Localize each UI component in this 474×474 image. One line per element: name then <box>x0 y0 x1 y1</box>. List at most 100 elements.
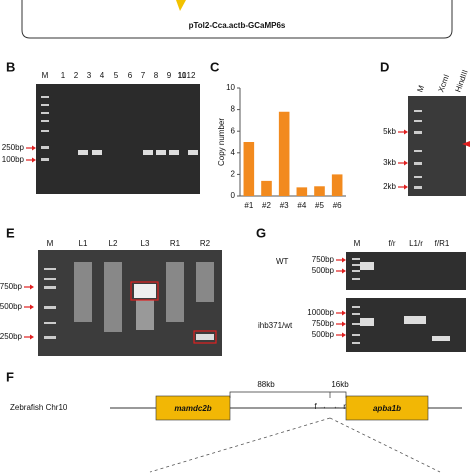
lane-label: 6 <box>128 71 133 80</box>
row-label: ihb371/wt <box>258 321 293 330</box>
lane-label: 4 <box>100 71 105 80</box>
x-tick-label: #5 <box>315 201 324 210</box>
lane-label: 11 <box>178 71 187 80</box>
marker-arrow-head <box>342 332 346 338</box>
gene-name: apba1b <box>373 404 401 413</box>
lane-label: L1 <box>79 239 88 248</box>
y-tick-label: 6 <box>231 126 236 135</box>
chromosome-label: Zebrafish Chr10 <box>10 403 68 412</box>
marker-arrow-head <box>32 145 36 151</box>
y-tick-label: 2 <box>231 170 236 179</box>
size-marker: 750bp <box>312 255 335 264</box>
panel-label: C <box>210 59 220 74</box>
panel-label: G <box>256 225 266 240</box>
x-tick-label: #1 <box>244 201 253 210</box>
size-marker: 250bp <box>2 143 25 152</box>
marker-arrow-head <box>342 268 346 274</box>
y-tick-label: 4 <box>231 148 236 157</box>
gel-image <box>38 250 222 356</box>
lane-label: 9 <box>167 71 172 80</box>
lane-label: 8 <box>154 71 159 80</box>
lane-label: 12 <box>187 71 196 80</box>
ladder <box>41 96 422 344</box>
size-marker: 5kb <box>383 127 396 136</box>
y-tick-label: 8 <box>231 105 236 114</box>
bar <box>261 180 272 196</box>
lane-label: M <box>354 239 361 248</box>
marker-arrow-head <box>404 160 408 166</box>
lane-label: L2 <box>109 239 118 248</box>
panel-label: F <box>6 369 14 384</box>
y-tick-label: 0 <box>231 191 236 200</box>
y-tick-label: 10 <box>226 83 235 92</box>
distance-label: 16kb <box>331 380 349 389</box>
highlight-box <box>130 281 159 301</box>
panel-label: B <box>6 59 15 74</box>
size-marker: 100bp <box>2 155 25 164</box>
gene-name: mamdc2b <box>174 404 211 413</box>
primer-label: ← r <box>333 402 346 411</box>
x-tick-label: #4 <box>297 201 306 210</box>
lane-label: M <box>47 239 54 248</box>
bar <box>278 111 290 196</box>
marker-arrow-head <box>342 257 346 263</box>
construct-name: pTol2-Cca.actb-GCaMP6s <box>189 21 286 30</box>
lane-label: L1/r <box>409 239 423 248</box>
size-marker: 750bp <box>0 282 23 291</box>
marker-arrow-head <box>32 157 36 163</box>
marker-arrow-head <box>30 334 34 340</box>
lane-label: R2 <box>200 239 211 248</box>
x-tick-label: #3 <box>280 201 289 210</box>
marker-arrow-head <box>30 284 34 290</box>
gel-image <box>408 96 466 196</box>
zoom-lines <box>149 417 441 473</box>
construct-element <box>176 0 186 11</box>
marker-arrow-head <box>404 184 408 190</box>
lane-label: 3 <box>87 71 92 80</box>
marker-arrow-head <box>462 141 470 147</box>
lane-label: 5 <box>114 71 119 80</box>
size-marker: 1000bp <box>307 308 334 317</box>
x-tick-label: #6 <box>333 201 342 210</box>
lane-label: L3 <box>141 239 150 248</box>
construct-box <box>21 0 453 39</box>
size-marker: 3kb <box>383 158 396 167</box>
lane-label: 2 <box>74 71 79 80</box>
marker-arrow-head <box>404 129 408 135</box>
bar <box>331 174 343 196</box>
x-tick-label: #2 <box>262 201 271 210</box>
lane-label: 1 <box>61 71 66 80</box>
lane-label: f/R1 <box>435 239 450 248</box>
lane-label: R1 <box>170 239 181 248</box>
marker-arrow-head <box>342 310 346 316</box>
distance-bracket <box>229 391 347 398</box>
marker-arrow-head <box>342 321 346 327</box>
panel-label: D <box>380 59 389 74</box>
distance-label: 88kb <box>257 380 275 389</box>
size-marker: 500bp <box>312 266 335 275</box>
bar <box>243 142 255 196</box>
size-marker: 500bp <box>312 330 335 339</box>
marker-arrow-head <box>30 304 34 310</box>
y-axis-label: Copy number <box>217 118 226 166</box>
lane-label: M <box>415 84 426 94</box>
lane-label: M <box>42 71 49 80</box>
lane-label: 10 <box>178 71 187 80</box>
gene-box <box>155 395 231 421</box>
lane-label: f/r <box>388 239 395 248</box>
gel-bands <box>74 150 450 341</box>
size-marker: 250bp <box>0 332 23 341</box>
size-marker: 500bp <box>0 302 23 311</box>
primer-label: f → <box>315 402 327 411</box>
row-label: WT <box>276 257 289 266</box>
panel-label: E <box>6 225 15 240</box>
bar <box>314 186 325 196</box>
gel-image <box>346 252 466 290</box>
bar <box>296 187 308 196</box>
size-marker: 750bp <box>312 319 335 328</box>
lane-label: 7 <box>141 71 146 80</box>
gel-image <box>36 84 200 194</box>
highlight-box <box>193 330 217 344</box>
